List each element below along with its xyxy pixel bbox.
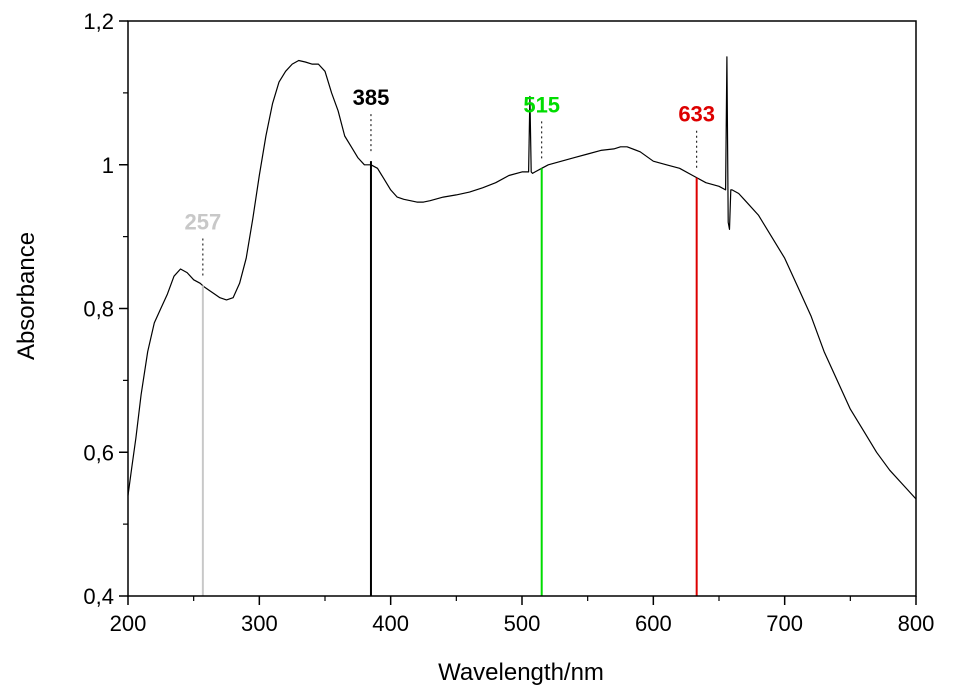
plot-area	[127, 56, 917, 500]
axes: 200 300 400 500 600 700 800 0,4 0,6 0,8 1 1,2	[83, 9, 934, 636]
x-tick-label: 700	[766, 611, 803, 636]
y-tick-label: 0,6	[83, 440, 114, 465]
y-tick-label: 1,2	[83, 9, 114, 34]
marker-label-257: 257	[185, 210, 222, 235]
y-tick-label: 0,8	[83, 297, 114, 322]
marker-label-515: 515	[523, 92, 560, 117]
x-tick-label: 300	[241, 611, 278, 636]
y-tick-label: 1	[102, 153, 114, 178]
marker-label-633: 633	[678, 102, 715, 127]
wavelength-markers: 257 385 515 633	[185, 85, 715, 596]
x-tick-label: 800	[898, 611, 935, 636]
y-axis-title: Absorbance	[13, 232, 40, 360]
marker-label-385: 385	[353, 85, 390, 110]
x-tick-label: 600	[635, 611, 672, 636]
x-tick-label: 400	[372, 611, 409, 636]
y-tick-label: 0,4	[83, 584, 114, 609]
plot-frame	[127, 20, 917, 597]
x-tick-label: 500	[504, 611, 541, 636]
absorbance-series-line	[127, 56, 917, 500]
x-axis-title: Wavelength/nm	[438, 659, 604, 686]
x-tick-label: 200	[110, 611, 147, 636]
